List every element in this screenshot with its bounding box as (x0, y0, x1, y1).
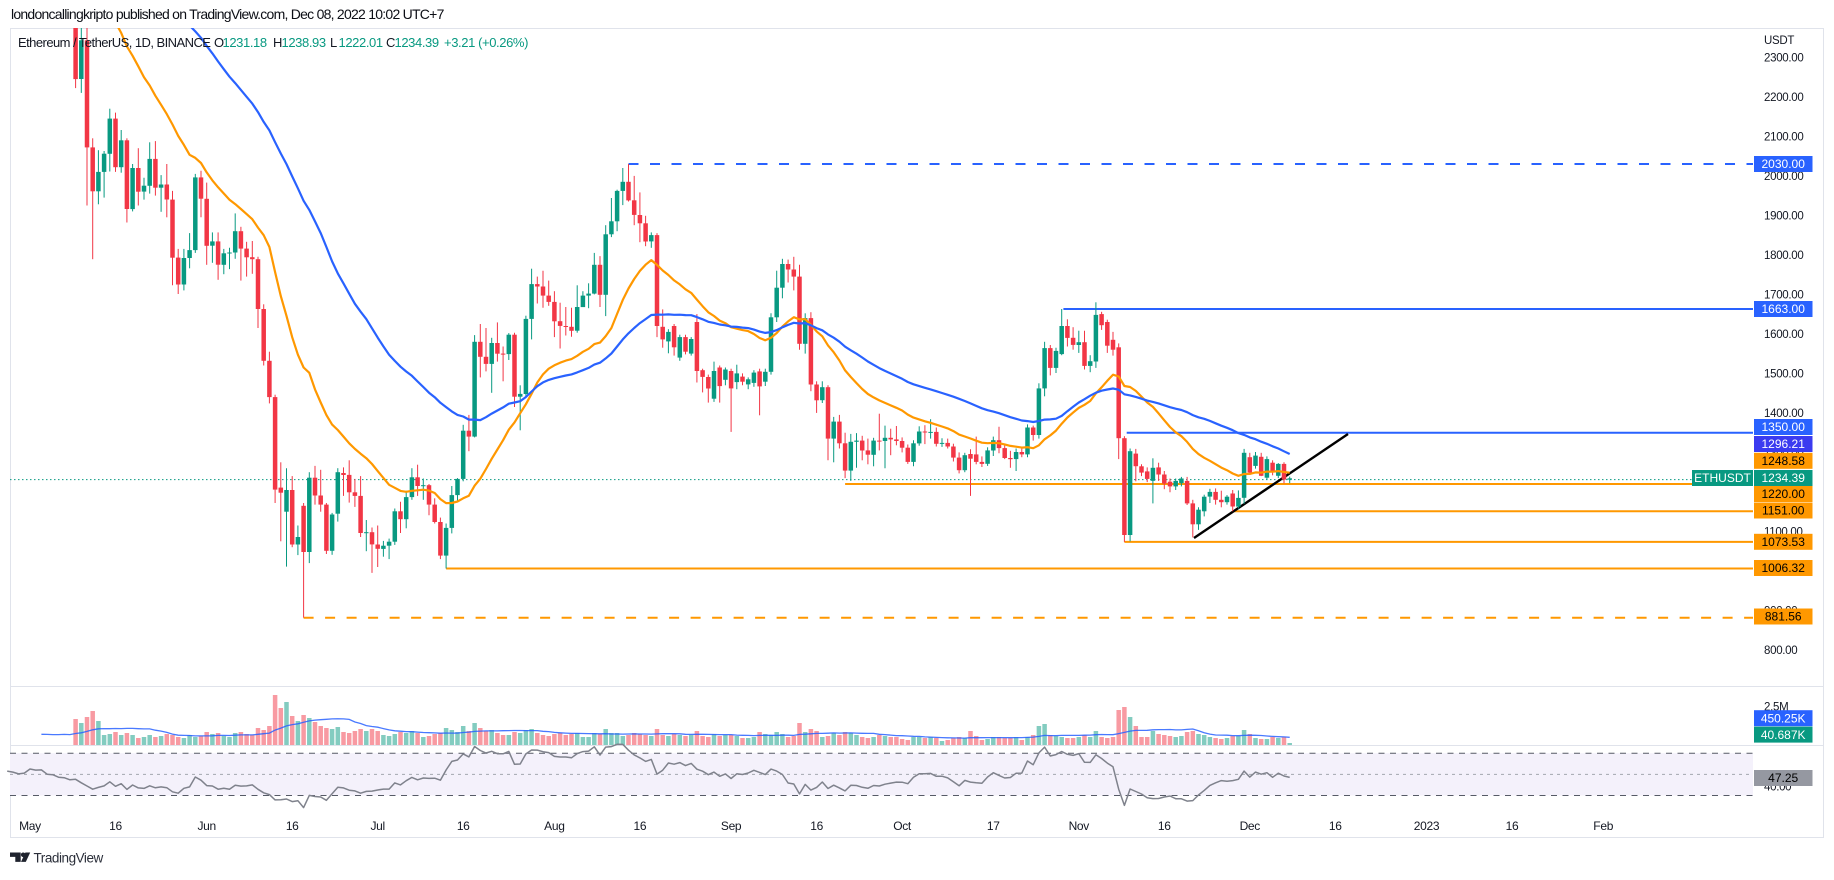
svg-text:16: 16 (634, 819, 647, 833)
svg-text:L: L (330, 35, 337, 50)
svg-text:1222.01: 1222.01 (339, 35, 383, 50)
svg-text:1073.53: 1073.53 (1762, 535, 1806, 549)
svg-text:2300.00: 2300.00 (1764, 53, 1803, 65)
svg-text:2030.00: 2030.00 (1762, 157, 1806, 171)
svg-text:2200.00: 2200.00 (1764, 92, 1803, 104)
svg-text:800.00: 800.00 (1764, 645, 1797, 657)
svg-text:Ethereum / TetherUS, 1D, BINAN: Ethereum / TetherUS, 1D, BINANCE (18, 35, 211, 50)
svg-text:40.687K: 40.687K (1761, 728, 1806, 742)
svg-text:Sep: Sep (721, 819, 742, 833)
svg-text:1700.00: 1700.00 (1764, 290, 1803, 302)
svg-text:1006.32: 1006.32 (1762, 561, 1806, 575)
svg-text:+3.21 (+0.26%): +3.21 (+0.26%) (444, 35, 528, 50)
svg-text:Jun: Jun (197, 819, 215, 833)
svg-text:16: 16 (1506, 819, 1519, 833)
svg-text:Jul: Jul (370, 819, 384, 833)
svg-text:1248.58: 1248.58 (1762, 454, 1806, 468)
svg-text:1500.00: 1500.00 (1764, 369, 1803, 381)
svg-text:1220.00: 1220.00 (1762, 487, 1806, 501)
svg-text:16: 16 (1329, 819, 1342, 833)
svg-text:1663.00: 1663.00 (1762, 302, 1806, 316)
svg-text:H: H (273, 35, 282, 50)
svg-text:Nov: Nov (1069, 819, 1090, 833)
svg-text:2023: 2023 (1414, 819, 1440, 833)
svg-text:1900.00: 1900.00 (1764, 211, 1803, 223)
svg-text:1800.00: 1800.00 (1764, 250, 1803, 262)
svg-text:1231.18: 1231.18 (223, 35, 267, 50)
svg-text:1234.39: 1234.39 (1762, 471, 1806, 485)
svg-text:ETHUSDT: ETHUSDT (1694, 471, 1751, 485)
svg-text:1234.39: 1234.39 (395, 35, 439, 50)
svg-text:17: 17 (987, 819, 1000, 833)
svg-text:Feb: Feb (1593, 819, 1613, 833)
svg-text:Oct: Oct (893, 819, 912, 833)
svg-text:881.56: 881.56 (1765, 610, 1802, 624)
svg-text:Aug: Aug (544, 819, 564, 833)
svg-text:16: 16 (109, 819, 122, 833)
svg-text:16: 16 (457, 819, 470, 833)
svg-text:16: 16 (286, 819, 299, 833)
svg-text:Dec: Dec (1240, 819, 1261, 833)
svg-text:1238.93: 1238.93 (282, 35, 326, 50)
svg-text:TradingView: TradingView (34, 851, 104, 866)
svg-text:1151.00: 1151.00 (1762, 504, 1805, 518)
svg-text:May: May (19, 819, 41, 833)
svg-text:1600.00: 1600.00 (1764, 329, 1803, 341)
svg-text:1350.00: 1350.00 (1762, 420, 1806, 434)
svg-text:2100.00: 2100.00 (1764, 132, 1803, 144)
svg-text:450.25K: 450.25K (1761, 711, 1806, 725)
svg-text:O: O (214, 35, 224, 50)
svg-text:16: 16 (810, 819, 823, 833)
svg-text:16: 16 (1158, 819, 1171, 833)
svg-text:londoncallingkripto published: londoncallingkripto published on Trading… (11, 6, 445, 22)
svg-text:2000.00: 2000.00 (1764, 171, 1803, 183)
svg-text:1400.00: 1400.00 (1764, 408, 1803, 420)
svg-text:USDT: USDT (1764, 35, 1794, 47)
svg-text:C: C (386, 35, 395, 50)
svg-text:47.25: 47.25 (1768, 771, 1798, 785)
svg-text:1296.21: 1296.21 (1762, 437, 1806, 451)
